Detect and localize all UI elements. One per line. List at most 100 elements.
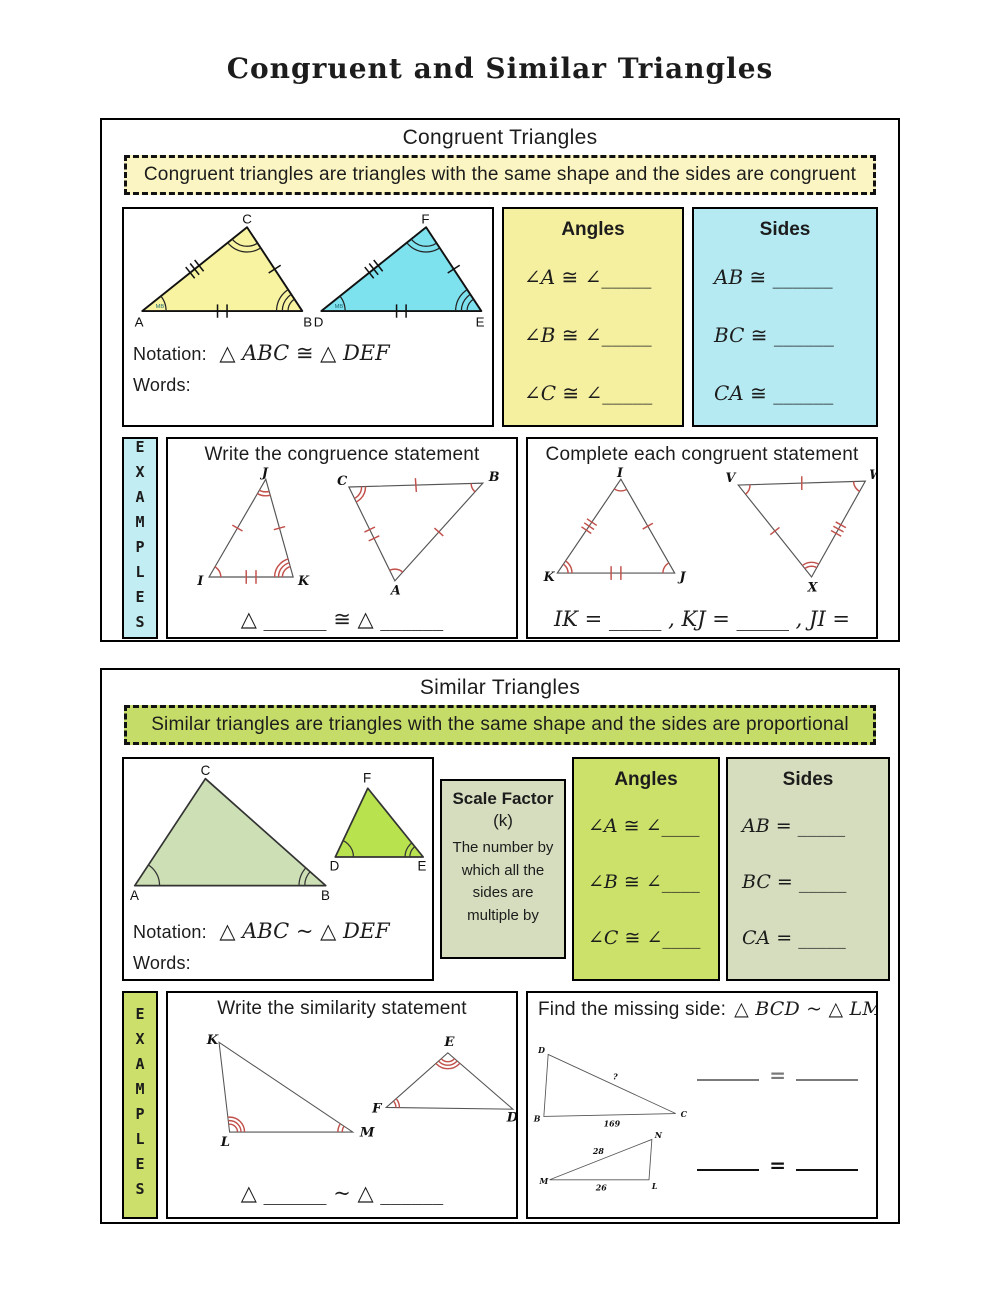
notation-line: Notation: △ ABC ~ △ DEF: [133, 919, 427, 943]
fraction-blank: [796, 1159, 858, 1171]
scale-factor-header: Scale Factor: [452, 789, 554, 808]
words-label: Words:: [133, 375, 191, 395]
side-blank-row: CA ≅ ______: [714, 381, 834, 405]
fraction-blank: [697, 1069, 760, 1081]
equals-sign: =: [769, 1063, 786, 1087]
complete-congruent-example-box: Complete each congruent statement: [526, 437, 878, 639]
equals-sign: =: [769, 1153, 786, 1177]
examples-strip-label: EXAMPLES: [131, 438, 149, 638]
similarity-statement-example-box: Write the similarity statement K L M: [166, 991, 518, 1219]
vertex-label-w: W: [869, 467, 878, 482]
congruent-angles-box: Angles ∠A ≅ ∠_____ ∠B ≅ ∠_____ ∠C ≅ ∠___…: [502, 207, 684, 427]
congruent-examples-row: EXAMPLES Write the congruence statement: [122, 437, 878, 639]
vertex-label-k: K: [297, 573, 310, 588]
vertex-label-d: D: [314, 314, 324, 329]
similar-definition: Similar triangles are triangles with the…: [124, 705, 876, 745]
vertex-label-m: M: [539, 1177, 549, 1186]
vertex-label-a2: A: [390, 583, 401, 598]
side-length-169: 169: [604, 1119, 621, 1128]
vertex-label-k: K: [206, 1033, 219, 1048]
congruent-section-header: Congruent Triangles: [402, 126, 598, 149]
angle-blank-row: ∠A ≅ ∠_____: [524, 265, 652, 289]
side-blank-row: AB = _____: [742, 815, 846, 837]
side-blank-row: BC = _____: [742, 871, 847, 893]
angle-blank-row: ∠B ≅ ∠_____: [524, 323, 652, 347]
notation-label: Notation:: [133, 922, 207, 942]
fraction-blank: [697, 1159, 760, 1171]
examples-strip-label: EXAMPLES: [131, 1005, 149, 1205]
watermark: MB: [335, 304, 344, 310]
vertex-label-i: I: [616, 466, 624, 480]
missing-side-figure: D B C ? 169 N M L 28 26: [533, 1046, 688, 1193]
similar-figure-box: A B C D E F Notation: △ ABC ~ △ DEF: [122, 757, 434, 981]
missing-side-example-box: Find the missing side: △ BCD ~ △ LMN D B …: [526, 991, 878, 1219]
example-title: Write the congruence statement: [204, 444, 480, 465]
similarity-statement-blank: △ ______ ~ △ ______: [240, 1181, 444, 1205]
similar-section: Similar Triangles Similar triangles are …: [100, 668, 900, 1224]
notation-label: Notation:: [133, 344, 207, 364]
similarity-example-figure: K L M F E D: [206, 1033, 518, 1150]
similar-sides-box: Sides AB = _____ BC = _____ CA = _____: [726, 757, 890, 981]
vertex-label-d: D: [506, 1111, 518, 1126]
vertex-label-b2: B: [488, 469, 500, 484]
vertex-label-d: D: [330, 858, 340, 873]
vertex-label-x: X: [807, 580, 819, 595]
congruent-sides-blanks: IK = _____ , KJ = _____ , JI = _____: [553, 607, 851, 637]
angle-blank-row: ∠C ≅ ∠_____: [524, 381, 653, 405]
similar-figure-row: A B C D E F Notation: △ ABC ~ △ DEF: [122, 757, 890, 981]
side-blank-row: BC ≅ ______: [714, 323, 834, 347]
watermark: MB: [156, 304, 165, 310]
notation-line: Notation: △ ABC ≅ △ DEF: [133, 341, 487, 365]
vertex-label-k: K: [543, 569, 556, 584]
vertex-label-l: L: [651, 1182, 658, 1191]
side-length-unknown: ?: [613, 1073, 618, 1082]
vertex-label-e: E: [476, 314, 485, 329]
angles-box-header: Angles: [561, 219, 625, 240]
angles-box-header: Angles: [614, 769, 678, 790]
congruence-notation: △ ABC ≅ △ DEF: [219, 341, 390, 365]
vertex-label-b: B: [533, 1114, 541, 1123]
congruent-sides-box: Sides AB ≅ ______ BC ≅ ______ CA ≅ _____…: [692, 207, 878, 427]
side-length-26: 26: [595, 1184, 608, 1193]
angle-blank-row: ∠B ≅ ∠____: [588, 871, 700, 893]
congruent-figure-row: MB A B C MB: [122, 207, 878, 427]
example-title: Write the similarity statement: [217, 998, 467, 1019]
vertex-label-l: L: [220, 1135, 230, 1150]
congruence-statement-example-box: Write the congruence statement: [166, 437, 518, 639]
proportion-blanks: = =: [697, 1021, 876, 1217]
proportion-row: =: [697, 1063, 858, 1087]
similar-section-header: Similar Triangles: [419, 676, 581, 699]
examples-strip: EXAMPLES: [122, 991, 158, 1219]
vertex-label-c: C: [201, 763, 211, 778]
vertex-label-f: F: [363, 771, 371, 786]
complete-congruent-figure: I K J V W X: [543, 465, 878, 595]
missing-side-label: Find the missing side:: [538, 999, 727, 1020]
congruence-example-figure: J I K C B A: [196, 465, 500, 598]
examples-strip: EXAMPLES: [122, 437, 158, 639]
vertex-label-e: E: [443, 1035, 455, 1050]
scale-factor-symbol: (k): [493, 811, 513, 830]
vertex-label-c: C: [681, 1110, 688, 1119]
words-line: Words:: [133, 953, 427, 974]
vertex-label-f: F: [371, 1102, 383, 1117]
similarity-notation: △ ABC ~ △ DEF: [219, 919, 390, 943]
sides-box-header: Sides: [782, 769, 834, 790]
similar-examples-row: EXAMPLES Write the similarity statement …: [122, 991, 878, 1219]
fraction-blank: [796, 1069, 858, 1081]
side-blank-row: AB ≅ ______: [714, 265, 833, 289]
angle-blank-row: ∠A ≅ ∠____: [588, 815, 700, 837]
vertex-label-a: A: [135, 314, 144, 329]
side-blank-row: CA = _____: [742, 927, 846, 949]
page-title: Congruent and Similar Triangles: [226, 52, 774, 85]
vertex-label-e: E: [417, 858, 426, 873]
congruent-figure-box: MB A B C MB: [122, 207, 494, 427]
vertex-label-i: I: [196, 573, 204, 588]
similar-angles-box: Angles ∠A ≅ ∠____ ∠B ≅ ∠____ ∠C ≅ ∠____: [572, 757, 720, 981]
words-line: Words:: [133, 375, 487, 396]
congruent-triangles-figure: MB A B C MB: [135, 211, 485, 329]
vertex-label-n: N: [654, 1131, 663, 1140]
congruence-statement-blank: △ ______ ≅ △ ______: [240, 607, 444, 631]
sides-box-header: Sides: [759, 219, 811, 240]
scale-factor-box: Scale Factor (k) The number by which all…: [440, 779, 566, 959]
